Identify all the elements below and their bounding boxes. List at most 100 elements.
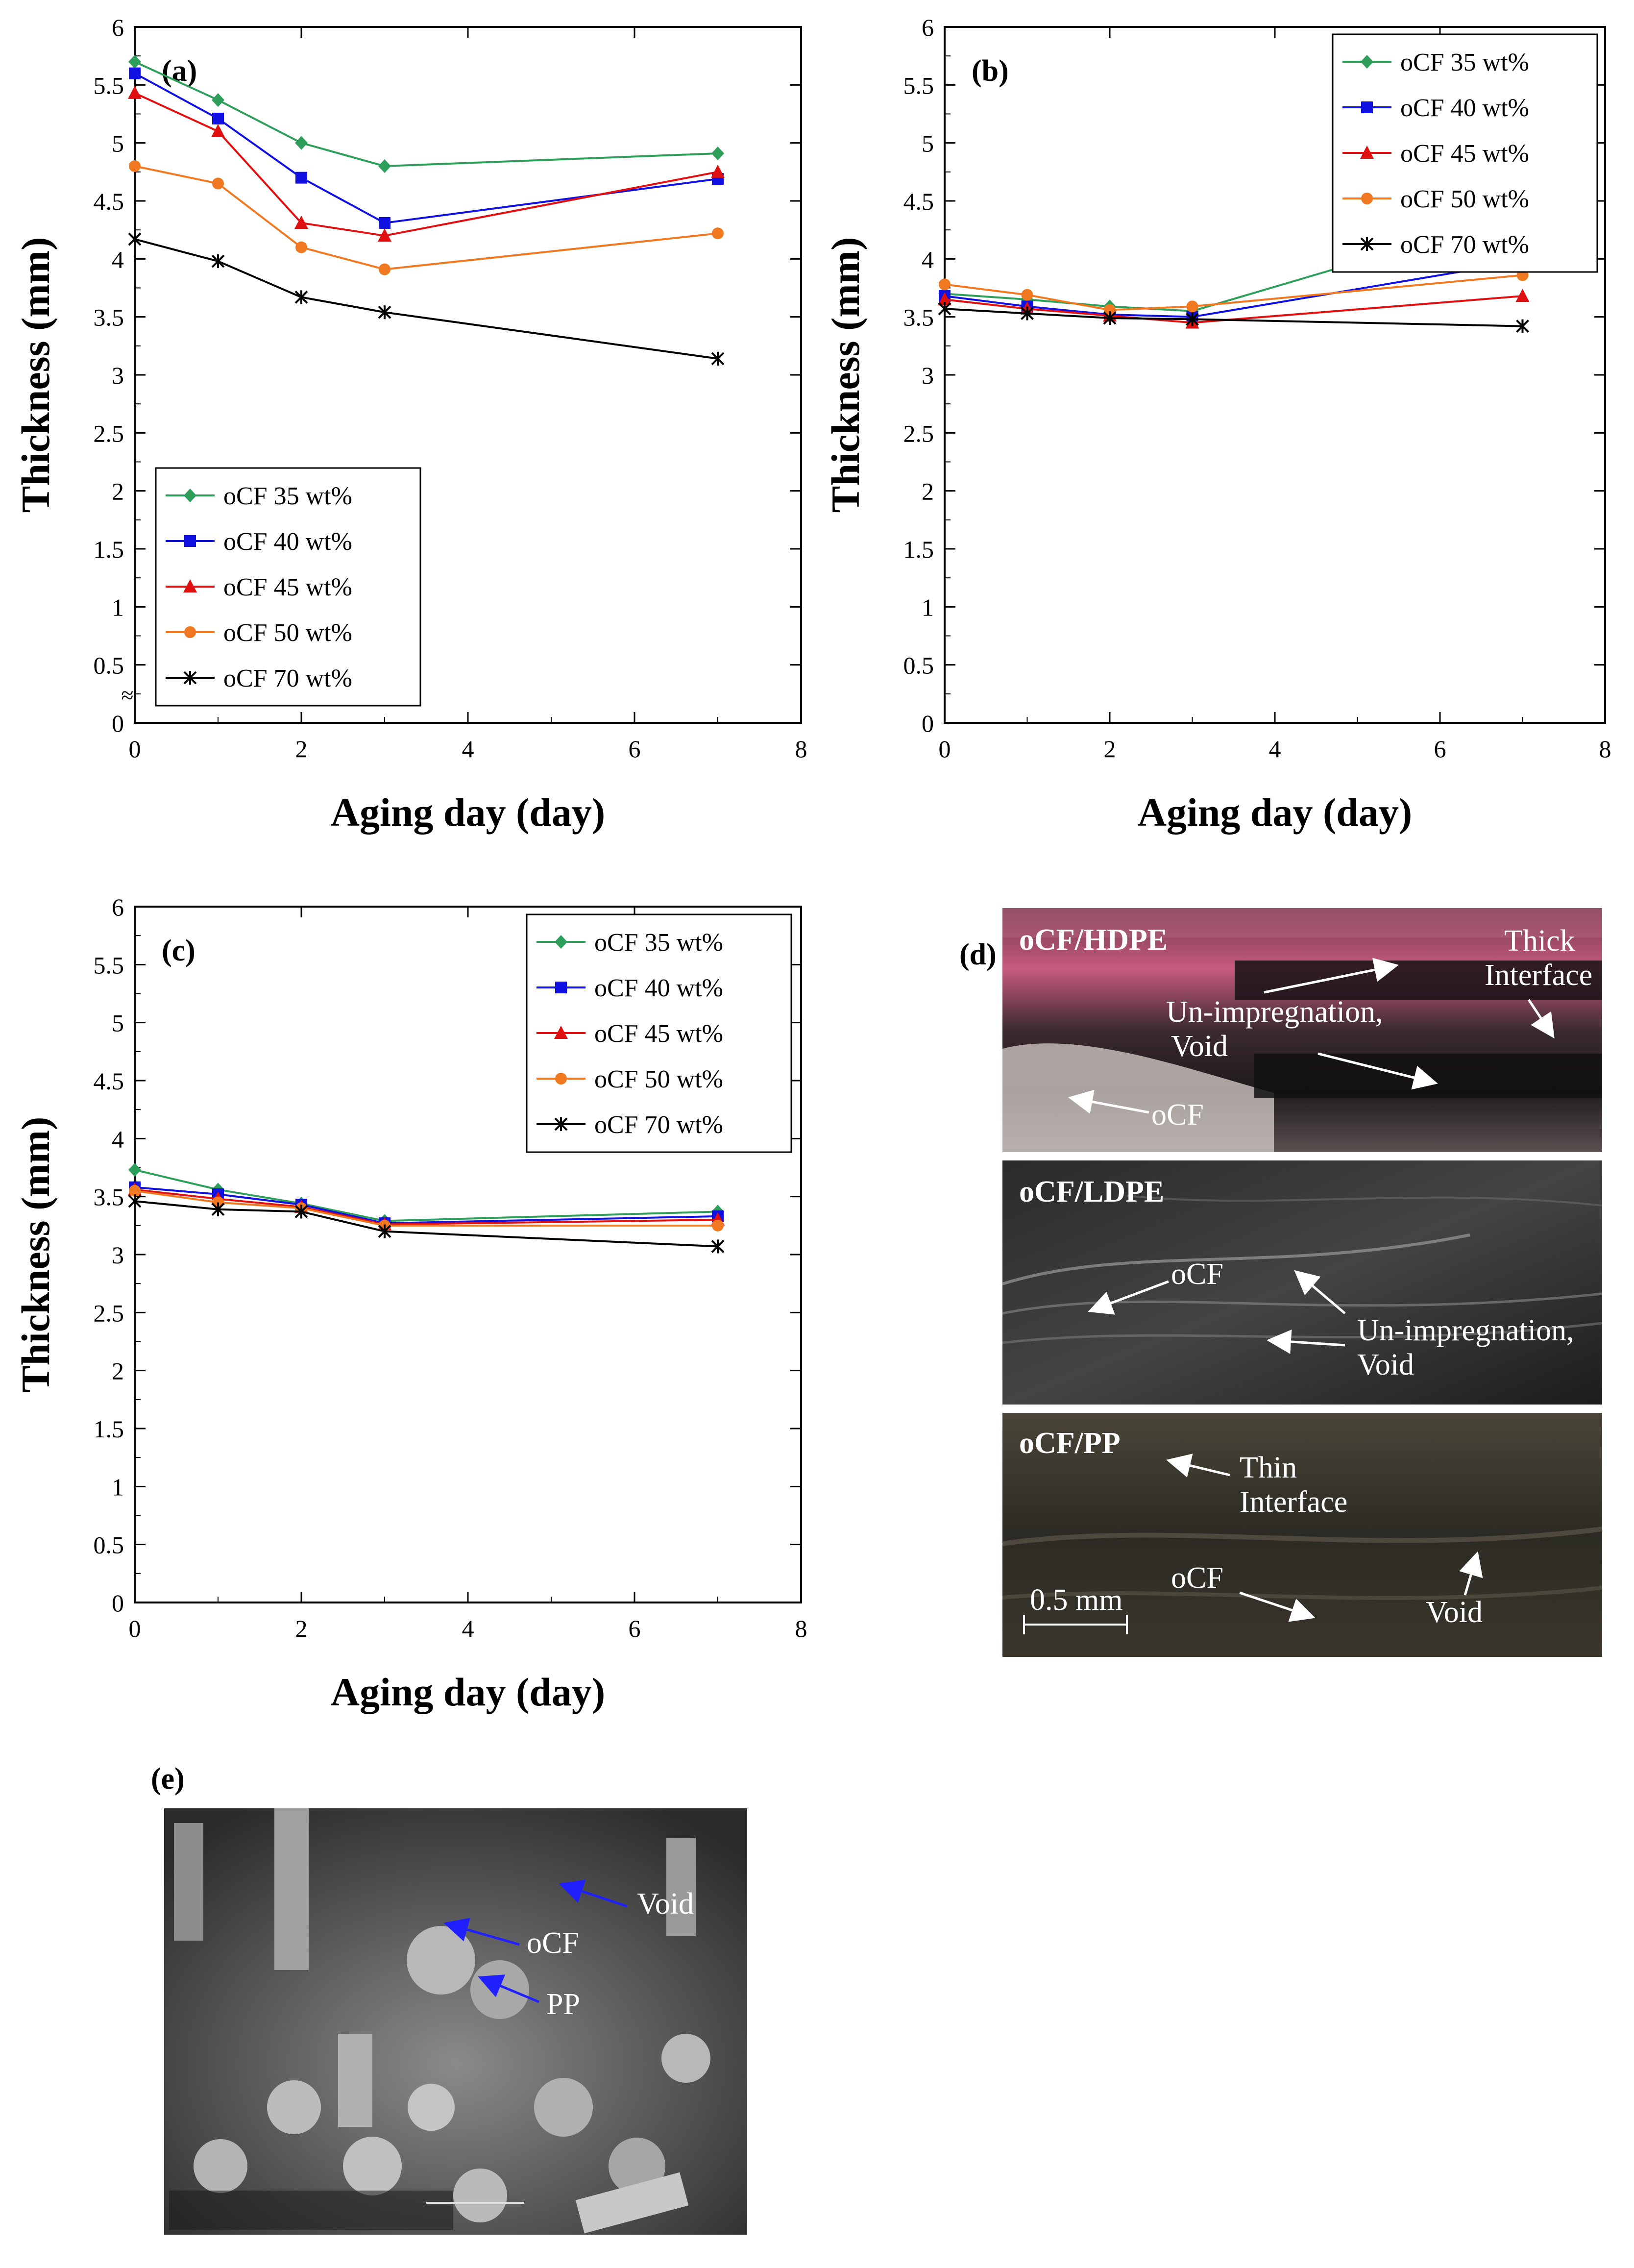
panel-label: (b) <box>972 54 1009 88</box>
y-axis-label: Thickness (mm) <box>13 1117 58 1393</box>
data-point <box>212 177 224 190</box>
y-tick-label: 5.5 <box>903 72 934 99</box>
pp-thin: Thin <box>1240 1451 1297 1484</box>
data-point <box>379 217 390 229</box>
legend-marker <box>1360 146 1374 159</box>
data-point <box>129 1184 141 1197</box>
x-tick-label: 2 <box>295 1615 308 1642</box>
ldpe-title: oCF/LDPE <box>1019 1175 1164 1208</box>
y-tick-label: 1 <box>112 593 124 621</box>
legend-entry: oCF 50 wt% <box>223 619 352 647</box>
data-point <box>939 278 951 291</box>
legend-entry: oCF 40 wt% <box>223 528 352 556</box>
ldpe-ocf: oCF <box>1171 1257 1223 1291</box>
data-point <box>128 232 142 247</box>
data-point <box>1104 304 1116 316</box>
ldpe-void: Void <box>1357 1348 1414 1381</box>
y-tick-label: 1.5 <box>94 536 124 563</box>
legend-entry: oCF 40 wt% <box>594 974 723 1002</box>
data-point <box>129 67 141 79</box>
data-point <box>1103 311 1117 325</box>
data-point <box>378 305 391 320</box>
legend-marker <box>184 489 196 502</box>
data-point <box>712 227 724 240</box>
x-tick-label: 6 <box>629 1615 641 1642</box>
series-5 <box>938 302 1529 333</box>
x-tick-label: 4 <box>462 1615 474 1642</box>
legend-marker <box>554 1026 568 1039</box>
data-point <box>378 1224 391 1238</box>
data-point <box>378 228 391 242</box>
legend-marker <box>184 535 196 547</box>
x-axis-label: Aging day (day) <box>1138 790 1412 835</box>
x-axis-label: Aging day (day) <box>331 1670 605 1714</box>
y-tick-label: 4 <box>112 246 124 273</box>
legend-entry: oCF 50 wt% <box>1400 185 1529 213</box>
data-point <box>378 159 391 173</box>
legend-marker <box>184 626 196 638</box>
y-tick-label: 5 <box>112 130 124 157</box>
photo-hdpe: oCF/HDPE Thick Interface Un-impregnation… <box>1002 908 1602 1152</box>
y-axis-label: Thickness (mm) <box>823 237 868 513</box>
chart-c: 0 0.5 1 1.5 2 2.5 3 3.5 4 4.5 5 5.5 6 0 2 4 6 8 Aging day … <box>13 893 807 1714</box>
data-point <box>711 146 724 160</box>
data-point <box>1515 289 1530 302</box>
y-tick-label: 2.5 <box>903 419 934 447</box>
series-2 <box>129 67 724 229</box>
y-tick-label: 2 <box>112 1357 124 1385</box>
y-tick-label: 2.5 <box>94 1299 124 1327</box>
y-tick-label: 5.5 <box>94 951 124 979</box>
y-tick-label: 3 <box>112 362 124 389</box>
series-5 <box>128 232 725 366</box>
y-tick-label: 6 <box>922 14 934 41</box>
pp-interface: Interface <box>1240 1485 1347 1519</box>
data-point <box>295 136 308 150</box>
panel-e-label: (e) <box>151 1762 185 1796</box>
sem-pp-label: PP <box>546 1988 580 2021</box>
y-tick-label: 4.5 <box>94 188 124 215</box>
data-point <box>129 160 141 172</box>
series-3 <box>128 85 725 242</box>
x-tick-label: 0 <box>129 735 141 763</box>
panel-d: (d) oCF/HDPE Thick Interface Un-impregna… <box>959 908 1603 1657</box>
legend-entry: oCF 45 wt% <box>223 573 352 601</box>
x-tick-label: 2 <box>1104 735 1116 763</box>
legend-entry: oCF 70 wt% <box>594 1111 723 1139</box>
y-tick-label: 3.5 <box>94 304 124 331</box>
legend-marker <box>1361 193 1373 204</box>
y-tick-label: 0.5 <box>94 652 124 679</box>
axis-break-symbol: ≈ <box>121 683 133 708</box>
pp-ocf: oCF <box>1171 1561 1223 1595</box>
chart-b: 0 0.5 1 1.5 2 2.5 3 3.5 4 4.5 5 5.5 6 0 2 4 6 8 Aging day … <box>823 14 1611 835</box>
data-point <box>211 1202 225 1216</box>
y-tick-label: 3.5 <box>903 304 934 331</box>
x-tick-label: 4 <box>462 735 474 763</box>
legend-marker <box>1361 55 1373 69</box>
legend-entry: oCF 35 wt% <box>223 482 352 510</box>
legend-entry: oCF 70 wt% <box>1400 231 1529 259</box>
sem-void-label: Void <box>637 1887 694 1921</box>
y-tick-label: 1 <box>112 1473 124 1501</box>
hdpe-unimp: Un-impregnation, <box>1166 995 1383 1029</box>
pp-title: oCF/PP <box>1019 1427 1121 1460</box>
y-tick-label: 2 <box>922 478 934 505</box>
hdpe-interface: Interface <box>1485 959 1592 992</box>
data-point <box>1516 319 1529 333</box>
legend-marker <box>1360 237 1374 251</box>
legend: oCF 35 wt% oCF 40 wt% oCF 45 wt% oCF 50 wt%… <box>526 913 792 1153</box>
data-point <box>712 1219 724 1232</box>
y-tick-label: 4 <box>112 1125 124 1153</box>
data-point <box>711 351 725 366</box>
legend-marker <box>555 982 567 993</box>
y-tick-label: 6 <box>112 14 124 41</box>
data-point <box>1186 312 1199 326</box>
panel-e: (e) Void oCF PP <box>151 1762 747 2235</box>
data-point <box>212 112 224 124</box>
data-point <box>379 263 390 275</box>
y-tick-label: 3 <box>922 362 934 389</box>
data-point <box>294 215 308 229</box>
data-point <box>1021 306 1034 320</box>
series-1 <box>128 55 724 173</box>
x-tick-label: 0 <box>939 735 951 763</box>
legend-marker <box>183 671 197 685</box>
